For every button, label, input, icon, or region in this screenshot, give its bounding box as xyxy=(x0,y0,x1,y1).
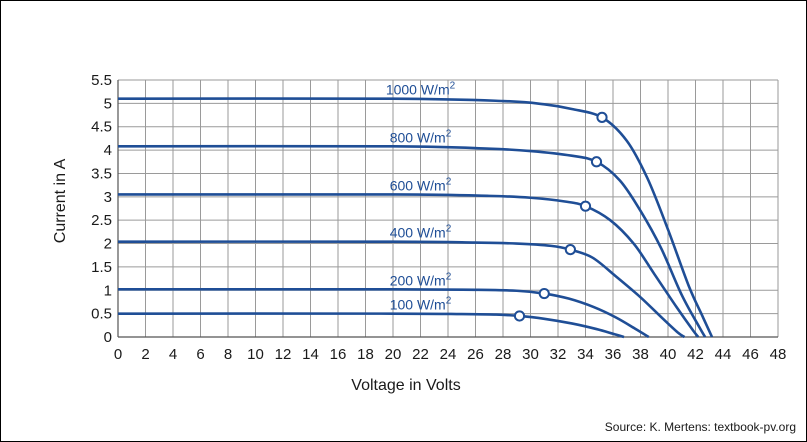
x-tick-label: 8 xyxy=(224,346,232,363)
x-tick-label: 34 xyxy=(577,346,594,363)
mpp-marker xyxy=(596,111,608,123)
y-tick-label: 3.5 xyxy=(91,165,112,182)
y-axis-ticks: 0 0.5 1 1.5 2 2.5 3 3.5 4 4.5 5 5.5 xyxy=(91,72,112,346)
y-axis-label: Current in A xyxy=(52,158,69,243)
mpp-marker xyxy=(564,244,576,256)
y-tick-label: 4 xyxy=(104,142,112,159)
source-credit: Source: K. Mertens: textbook-pv.org xyxy=(605,420,796,434)
mpp-marker xyxy=(590,156,603,168)
series-curves xyxy=(117,97,714,339)
x-axis-label: Voltage in Volts xyxy=(351,377,460,394)
x-tick-label: 4 xyxy=(169,346,177,363)
x-tick-label: 30 xyxy=(522,346,539,363)
series-label: 600 W/m2 xyxy=(390,176,452,193)
series-label: 400 W/m2 xyxy=(390,224,452,241)
series-label-superscript: 2 xyxy=(446,128,452,139)
series-label-superscript: 2 xyxy=(446,224,452,235)
x-tick-label: 10 xyxy=(247,346,264,363)
mpp-marker xyxy=(538,287,550,300)
y-tick-label: 3 xyxy=(104,189,112,206)
x-tick-label: 6 xyxy=(196,346,204,363)
series-label-superscript: 2 xyxy=(446,176,452,187)
y-tick-label: 5.5 xyxy=(91,72,112,89)
series-label-text: 400 W/m xyxy=(390,225,446,241)
x-tick-label: 44 xyxy=(715,346,732,363)
x-tick-label: 40 xyxy=(660,346,677,363)
series-label: 100 W/m2 xyxy=(390,296,452,313)
y-tick-label: 2.5 xyxy=(91,212,112,229)
x-tick-label: 0 xyxy=(114,346,122,363)
x-tick-label: 28 xyxy=(495,346,512,363)
y-tick-label: 5 xyxy=(104,95,112,112)
series-label-superscript: 2 xyxy=(446,271,452,282)
y-tick-label: 1 xyxy=(104,282,112,299)
x-tick-label: 12 xyxy=(275,346,292,363)
x-tick-label: 18 xyxy=(357,346,374,363)
x-tick-label: 46 xyxy=(742,346,759,363)
mpp-marker xyxy=(579,200,592,212)
series-line xyxy=(117,312,625,339)
x-axis-ticks: 0 2 4 6 8 10 12 14 16 18 20 22 24 26 28 30 32 34 36 38 40 42 4… xyxy=(114,346,787,363)
x-tick-label: 26 xyxy=(467,346,484,363)
x-tick-label: 20 xyxy=(385,346,402,363)
x-tick-label: 22 xyxy=(412,346,429,363)
x-tick-label: 42 xyxy=(687,346,704,363)
y-tick-label: 0.5 xyxy=(91,306,112,323)
series-label: 800 W/m2 xyxy=(390,128,452,145)
series-label-text: 600 W/m xyxy=(390,177,446,193)
x-tick-label: 32 xyxy=(550,346,567,363)
y-tick-label: 1.5 xyxy=(91,259,112,276)
x-tick-label: 14 xyxy=(302,346,319,363)
x-tick-label: 24 xyxy=(440,346,457,363)
series-label-superscript: 2 xyxy=(446,296,452,307)
series-label-text: 100 W/m xyxy=(390,297,446,313)
series-label-text: 1000 W/m xyxy=(386,82,450,98)
x-tick-label: 48 xyxy=(770,346,787,363)
series-label-superscript: 2 xyxy=(450,81,456,92)
series-label-text: 200 W/m xyxy=(390,272,446,288)
x-tick-label: 2 xyxy=(141,346,149,363)
x-tick-label: 16 xyxy=(330,346,347,363)
y-tick-label: 2 xyxy=(104,236,112,253)
y-tick-label: 4.5 xyxy=(91,119,112,136)
y-tick-label: 0 xyxy=(104,329,112,346)
x-tick-label: 38 xyxy=(632,346,649,363)
x-tick-label: 36 xyxy=(605,346,622,363)
series-label: 1000 W/m2 xyxy=(386,81,456,98)
mpp-marker xyxy=(513,310,526,322)
series-label-text: 800 W/m xyxy=(390,129,446,145)
series-label: 200 W/m2 xyxy=(390,271,452,288)
